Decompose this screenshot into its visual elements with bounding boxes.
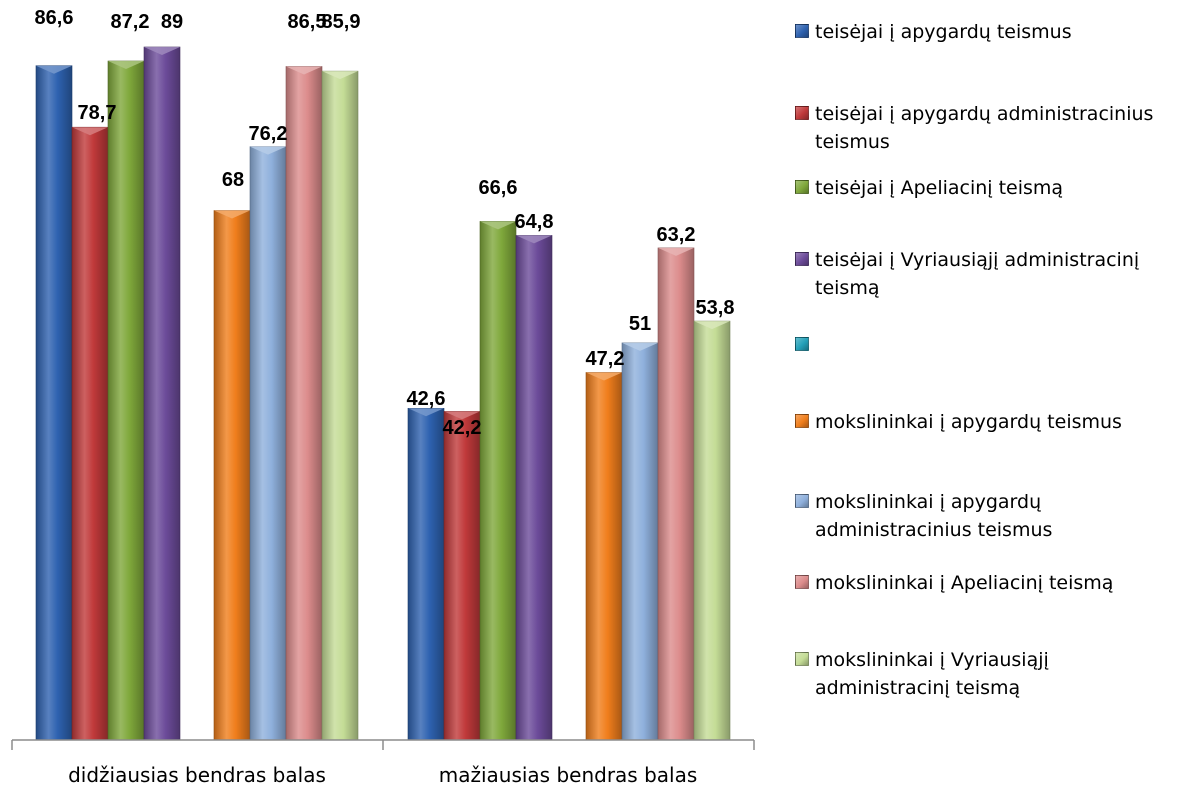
bar-body <box>107 60 145 741</box>
bar-body <box>285 66 323 741</box>
bar-cap <box>72 127 108 136</box>
data-label: 78,7 <box>78 102 117 124</box>
bar-body <box>35 65 73 741</box>
bar-chart: 86,6 42,6 78,7 42,2 87,2 66,6 89 64,8 68 47,2 76,2… <box>11 7 755 787</box>
category-label: mažiausias bendras balas <box>439 763 698 787</box>
legend-item: mokslininkai į Apeliacinį teismą <box>795 569 1175 597</box>
data-label: 63,2 <box>657 224 696 246</box>
bar-body <box>213 210 251 741</box>
legend-label: mokslininkai į apygardų administracinius… <box>815 491 1053 541</box>
bar-body <box>657 247 695 741</box>
bar-cap <box>516 235 552 244</box>
legend-label: mokslininkai į apygardų teismus <box>815 411 1122 433</box>
bar <box>71 126 109 741</box>
data-label: 76,2 <box>249 123 288 145</box>
legend-label: teisėjai į Vyriausiąjį administracinį te… <box>815 249 1140 299</box>
legend-swatch <box>795 106 809 120</box>
bar-cap <box>36 65 72 74</box>
legend-item: teisėjai į Apeliacinį teismą <box>795 174 1175 202</box>
bar-cap <box>622 342 658 351</box>
bar-body <box>143 46 181 741</box>
x-axis: didžiausias bendras balas mažiausias ben… <box>11 739 755 787</box>
bar <box>107 60 145 741</box>
legend-item: teisėjai į Vyriausiąjį administracinį te… <box>795 246 1175 302</box>
data-label: 51 <box>629 313 651 335</box>
bar <box>143 46 181 741</box>
legend-item: teisėjai į apygardų teismus <box>795 18 1175 46</box>
legend-swatch <box>795 494 809 508</box>
data-label: 68 <box>222 169 244 191</box>
bar-cap <box>444 411 480 420</box>
bar-body <box>479 221 517 741</box>
bar-body <box>621 342 659 741</box>
legend-swatch <box>795 337 809 351</box>
bar <box>249 146 287 741</box>
bar-cap <box>480 221 516 230</box>
bar-body <box>585 372 623 741</box>
bar-body <box>71 126 109 741</box>
legend-label: teisėjai į Apeliacinį teismą <box>815 177 1064 199</box>
legend-swatch <box>795 24 809 38</box>
legend-label: teisėjai į apygardų administracinius tei… <box>815 103 1154 153</box>
data-label: 86,5 <box>288 11 327 33</box>
legend-item: mokslininkai į apygardų administracinius… <box>795 488 1175 544</box>
bar-cap <box>694 321 730 330</box>
bar-cap <box>250 146 286 155</box>
bar-body <box>443 411 481 741</box>
bars-group <box>35 46 731 741</box>
bar-cap <box>322 71 358 80</box>
bar <box>213 210 251 741</box>
bar <box>515 235 553 741</box>
bar-cap <box>408 408 444 417</box>
bar-cap <box>658 247 694 256</box>
bar <box>479 221 517 741</box>
bar <box>407 407 445 741</box>
data-labels-group: 86,6 42,6 78,7 42,2 87,2 66,6 89 64,8 68 47,2 76,2… <box>35 7 735 439</box>
data-label: 47,2 <box>586 348 625 370</box>
legend-swatch <box>795 575 809 589</box>
bar-cap <box>286 66 322 75</box>
data-label: 42,2 <box>443 417 482 439</box>
legend-swatch <box>795 414 809 428</box>
bar <box>585 372 623 741</box>
data-label: 85,9 <box>322 11 361 33</box>
legend-label: mokslininkai į Apeliacinį teismą <box>815 572 1114 594</box>
data-label: 87,2 <box>111 11 150 33</box>
data-label: 86,6 <box>35 7 74 29</box>
bar-body <box>321 70 359 741</box>
legend-item: mokslininkai į apygardų teismus <box>795 408 1175 436</box>
bar <box>657 247 695 741</box>
category-label: didžiausias bendras balas <box>68 763 326 787</box>
bar <box>693 320 731 741</box>
legend-item <box>795 331 1175 351</box>
bar-body <box>515 235 553 741</box>
legend-label: mokslininkai į Vyriausiąjį administracin… <box>815 649 1049 699</box>
data-label: 66,6 <box>479 177 518 199</box>
bar-cap <box>108 61 144 70</box>
data-label: 42,6 <box>407 388 446 410</box>
bar-body <box>407 407 445 741</box>
bar <box>285 66 323 741</box>
legend-item: mokslininkai į Vyriausiąjį administracin… <box>795 646 1175 702</box>
bar <box>621 342 659 741</box>
bar-cap <box>586 372 622 381</box>
legend-item: teisėjai į apygardų administracinius tei… <box>795 100 1175 156</box>
bar-body <box>693 320 731 741</box>
legend-swatch <box>795 180 809 194</box>
data-label: 89 <box>161 11 183 33</box>
bar <box>443 411 481 741</box>
legend-label: teisėjai į apygardų teismus <box>815 21 1072 43</box>
bar-body <box>249 146 287 741</box>
legend-swatch <box>795 252 809 266</box>
bar-cap <box>214 210 250 219</box>
bar <box>35 65 73 741</box>
bar-cap <box>144 47 180 55</box>
legend-swatch <box>795 652 809 666</box>
data-label: 53,8 <box>696 297 735 319</box>
data-label: 64,8 <box>515 211 554 233</box>
bar <box>321 70 359 741</box>
